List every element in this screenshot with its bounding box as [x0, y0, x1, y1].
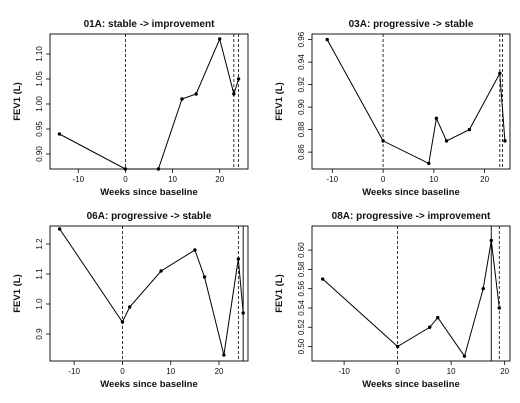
x-tick-label: 10 — [168, 175, 177, 184]
data-point — [236, 257, 241, 261]
data-point — [236, 77, 241, 81]
x-tick-label: -10 — [327, 175, 339, 184]
chart-title: 08A: progressive -> improvement — [332, 211, 491, 222]
y-tick-label: 1.05 — [35, 71, 44, 87]
y-tick-label: 0.54 — [297, 300, 306, 316]
x-tick-label: 0 — [123, 175, 128, 184]
x-tick-label: 20 — [480, 175, 489, 184]
data-point — [427, 161, 431, 166]
data-point — [428, 325, 432, 329]
data-point — [241, 311, 245, 315]
data-point — [325, 37, 329, 42]
plot-frame — [311, 225, 511, 362]
data-point — [57, 132, 62, 136]
data-point — [123, 167, 128, 171]
chart-title: 06A: progressive -> stable — [87, 211, 212, 222]
y-tick-label: 1.2 — [35, 238, 44, 250]
series-line — [59, 37, 240, 170]
x-axis-label: Weeks since baseline — [100, 187, 198, 198]
y-axis-label: FEV1 (L) — [12, 274, 23, 313]
data-point — [497, 306, 501, 310]
x-tick-label: 0 — [395, 367, 400, 376]
y-tick-label: 0.95 — [35, 121, 44, 137]
x-axis-label: Weeks since baseline — [100, 379, 198, 390]
data-point — [194, 92, 198, 96]
series-line — [326, 39, 506, 165]
y-tick-label: 0.88 — [297, 121, 306, 137]
data-point — [467, 127, 472, 132]
x-tick-label: 20 — [500, 367, 509, 376]
x-tick-label: 20 — [215, 367, 224, 376]
x-tick-label: -10 — [338, 367, 350, 376]
plot-frame — [49, 33, 249, 170]
y-tick-label: 1.00 — [35, 96, 44, 112]
panel-2: 03A: progressive -> stable -10 0 10 20 Weeks … — [274, 19, 511, 198]
y-tick-label: 1.10 — [35, 46, 44, 62]
data-point — [434, 116, 439, 121]
data-point — [503, 139, 507, 143]
data-point — [462, 354, 467, 358]
chart-title: 03A: progressive -> stable — [349, 19, 474, 30]
data-point — [57, 227, 62, 231]
data-point — [127, 305, 132, 309]
data-point — [444, 139, 449, 143]
data-point — [156, 167, 161, 171]
y-tick-label: 0.9 — [35, 328, 44, 340]
y-axis-label: FEV1 (L) — [274, 274, 285, 313]
y-tick-label: 0.52 — [297, 319, 306, 335]
data-point — [202, 275, 207, 279]
y-tick-label: 0.58 — [297, 261, 306, 277]
chart-title: 01A: stable -> improvement — [84, 19, 216, 30]
data-point — [222, 353, 226, 357]
data-point — [481, 286, 485, 291]
data-point — [159, 269, 163, 273]
x-axis-label: Weeks since baseline — [362, 187, 460, 198]
x-tick-label: 20 — [215, 175, 224, 184]
y-tick-label: 0.60 — [297, 242, 306, 258]
y-tick-label: 0.56 — [297, 280, 306, 296]
y-axis-label: FEV1 (L) — [274, 82, 285, 121]
y-tick-label: 1.1 — [35, 268, 44, 280]
data-point — [489, 238, 493, 243]
x-tick-label: 0 — [381, 175, 386, 184]
series-line — [322, 240, 500, 358]
y-tick-label: 0.50 — [297, 338, 306, 354]
y-tick-label: 0.86 — [297, 144, 306, 160]
data-point — [498, 71, 502, 76]
data-point — [321, 277, 325, 281]
x-tick-label: 10 — [429, 175, 438, 184]
x-tick-label: -10 — [68, 367, 80, 376]
x-tick-label: 0 — [120, 367, 125, 376]
y-tick-label: 0.90 — [35, 146, 44, 162]
data-point — [381, 139, 385, 143]
panel-3: 06A: progressive -> stable -10 0 10 20 Weeks … — [12, 211, 249, 390]
y-tick-label: 0.96 — [297, 31, 306, 47]
panel-1: 01A: stable -> improvement -10 0 10 20 Weeks … — [12, 19, 249, 198]
x-tick-label: 10 — [166, 367, 175, 376]
data-point — [436, 315, 440, 320]
series-line — [59, 228, 244, 356]
panel-4: 08A: progressive -> improvement -10 0 10 20 W… — [274, 211, 511, 390]
x-axis-label: Weeks since baseline — [362, 379, 460, 390]
y-tick-label: 0.90 — [297, 99, 306, 115]
y-tick-label: 0.92 — [297, 76, 306, 92]
y-axis-label: FEV1 (L) — [12, 82, 23, 121]
x-tick-label: 10 — [447, 367, 456, 376]
y-tick-label: 0.94 — [297, 54, 306, 70]
plot-frame — [49, 225, 249, 362]
data-point — [180, 97, 184, 101]
data-point — [218, 37, 222, 41]
x-tick-label: -10 — [73, 175, 85, 184]
data-point — [395, 344, 400, 349]
plot-frame — [311, 33, 511, 170]
y-tick-label: 1.0 — [35, 298, 44, 310]
data-point — [232, 92, 236, 96]
data-point — [193, 248, 197, 252]
data-point — [120, 320, 125, 324]
